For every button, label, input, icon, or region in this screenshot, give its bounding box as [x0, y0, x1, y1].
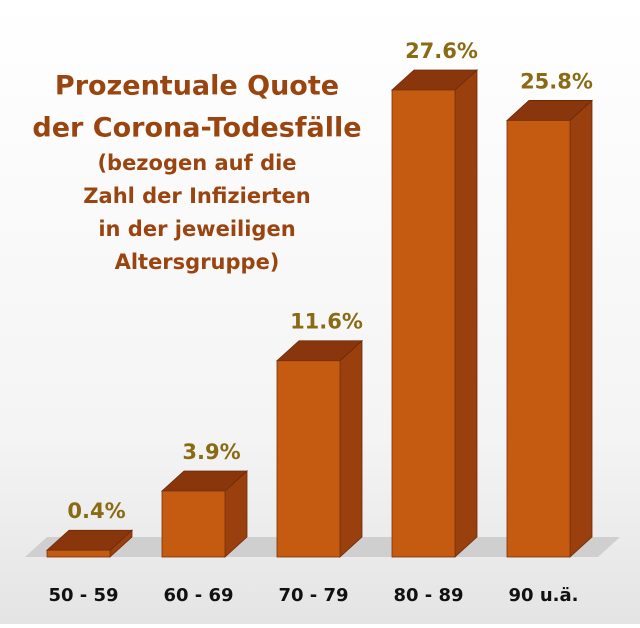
data-label: 0.4% — [67, 499, 125, 523]
bar-side — [339, 339, 363, 558]
x-tick-label: 70 - 79 — [278, 585, 348, 606]
chart-title: Prozentuale Quote — [55, 71, 339, 102]
chart-title: der Corona-Todesfälle — [32, 113, 361, 144]
chart-subtitle: Zahl der Infizierten — [83, 184, 310, 208]
bar-side — [569, 99, 593, 558]
data-label: 3.9% — [182, 440, 240, 464]
x-tick-label: 90 u.ä. — [509, 585, 579, 606]
x-tick-label: 50 - 59 — [48, 585, 118, 606]
bar — [161, 490, 226, 558]
bar — [46, 549, 111, 558]
x-tick-label: 60 - 69 — [163, 585, 233, 606]
bar — [391, 89, 456, 558]
data-label: 25.8% — [520, 69, 593, 93]
bar — [506, 120, 571, 558]
bar-side — [454, 69, 478, 558]
data-label: 27.6% — [405, 39, 478, 63]
data-label: 11.6% — [290, 310, 363, 334]
x-tick-label: 80 - 89 — [393, 585, 463, 606]
chart-subtitle: Altersgruppe) — [115, 250, 280, 274]
chart-subtitle: in der jeweiligen — [98, 217, 295, 241]
chart-subtitle: (bezogen auf die — [97, 151, 296, 175]
bar — [276, 360, 341, 558]
